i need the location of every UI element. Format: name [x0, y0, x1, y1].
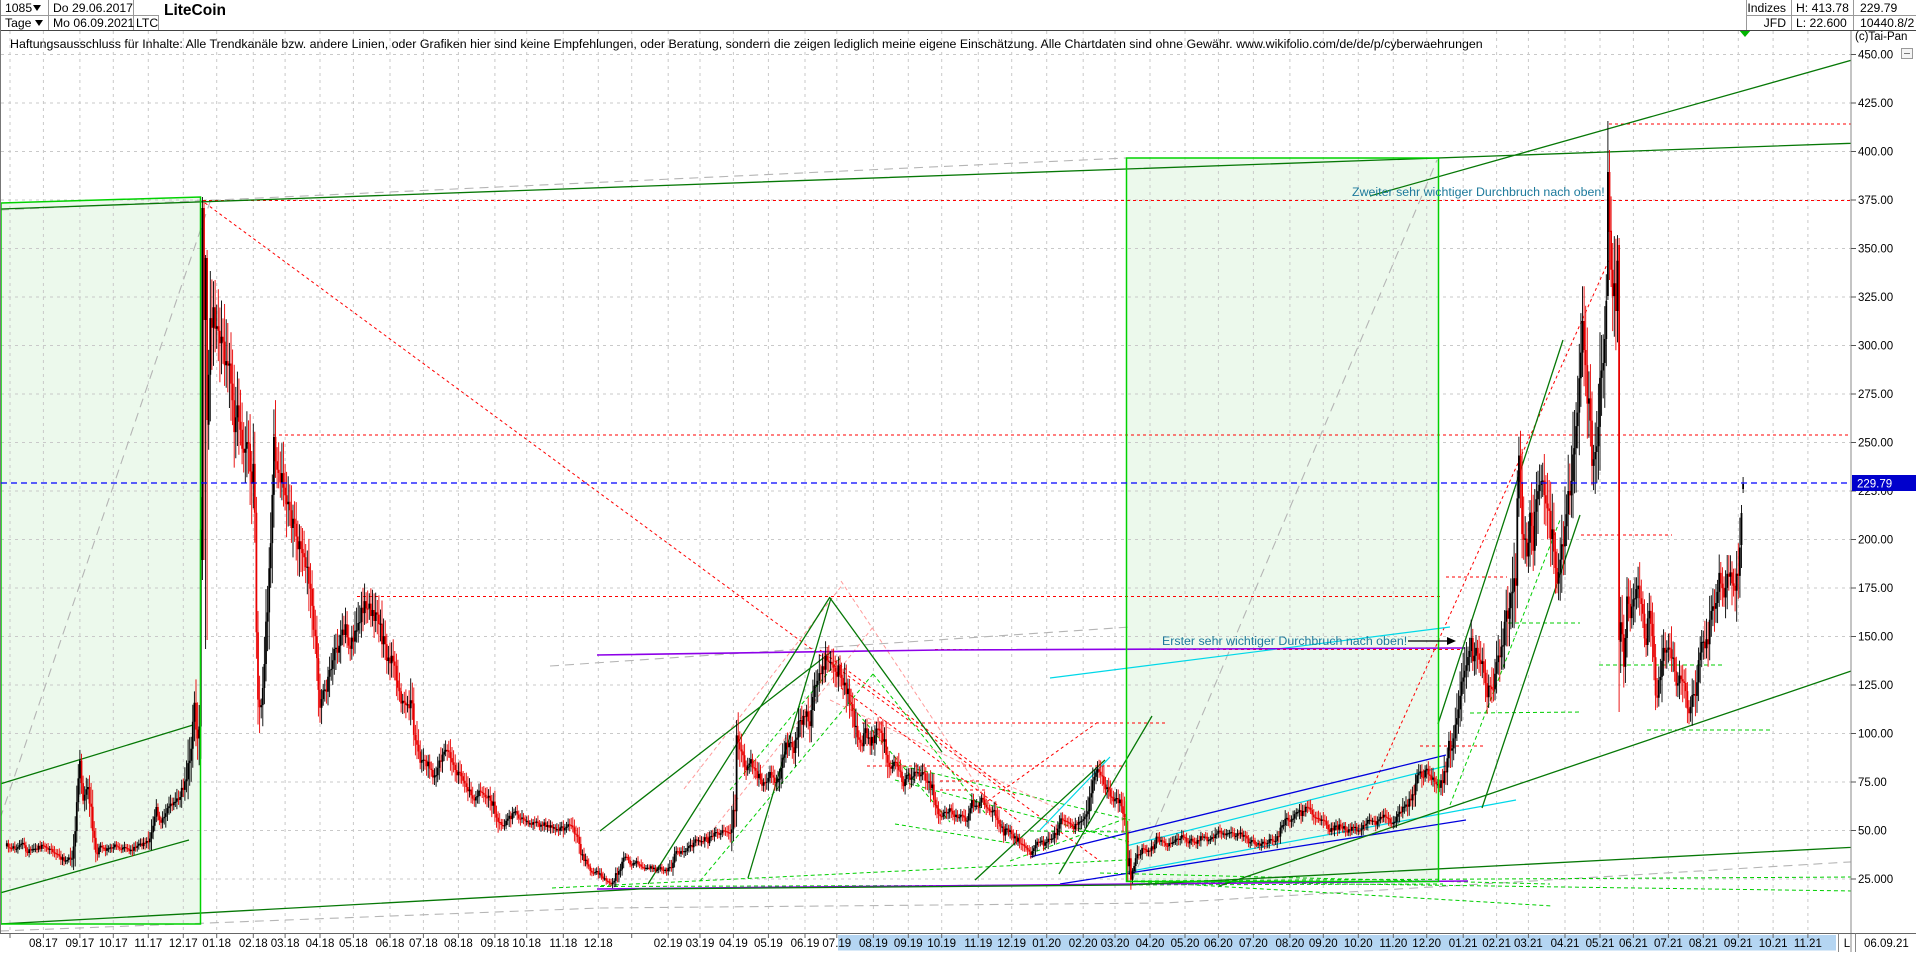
svg-text:07.19: 07.19 [822, 938, 851, 950]
svg-text:05.19: 05.19 [754, 938, 783, 950]
svg-text:H: 413.78: H: 413.78 [1796, 1, 1849, 15]
svg-text:1085: 1085 [5, 1, 32, 15]
svg-text:LTC: LTC [136, 16, 158, 30]
svg-text:425.00: 425.00 [1858, 98, 1893, 110]
svg-text:04.20: 04.20 [1136, 938, 1165, 950]
svg-text:Indizes: Indizes [1747, 1, 1786, 15]
svg-text:JFD: JFD [1764, 16, 1787, 30]
svg-text:07.18: 07.18 [409, 938, 438, 950]
svg-text:Tage: Tage [5, 16, 32, 30]
svg-text:300.00: 300.00 [1858, 341, 1893, 353]
svg-text:11.21: 11.21 [1794, 938, 1822, 950]
svg-text:09.21: 09.21 [1724, 938, 1753, 950]
svg-text:04.18: 04.18 [306, 938, 335, 950]
svg-text:(c)Tai-Pan: (c)Tai-Pan [1855, 31, 1907, 43]
svg-text:400.00: 400.00 [1858, 147, 1893, 159]
svg-text:350.00: 350.00 [1858, 244, 1893, 256]
svg-text:03.21: 03.21 [1514, 938, 1543, 950]
svg-text:09.20: 09.20 [1309, 938, 1338, 950]
svg-text:09.17: 09.17 [66, 938, 95, 950]
svg-text:10.17: 10.17 [99, 938, 128, 950]
svg-text:L: L [1844, 938, 1851, 950]
svg-text:12.18: 12.18 [584, 938, 613, 950]
svg-text:04.19: 04.19 [719, 938, 748, 950]
svg-text:05.21: 05.21 [1586, 938, 1615, 950]
svg-text:150.00: 150.00 [1858, 632, 1893, 644]
svg-text:12.20: 12.20 [1412, 938, 1441, 950]
svg-text:11.19: 11.19 [964, 938, 992, 950]
svg-text:06.19: 06.19 [791, 938, 820, 950]
svg-text:125.00: 125.00 [1858, 680, 1893, 692]
svg-text:07.20: 07.20 [1239, 938, 1268, 950]
svg-text:10.20: 10.20 [1344, 938, 1373, 950]
svg-text:06.21: 06.21 [1619, 938, 1648, 950]
svg-text:08.20: 08.20 [1276, 938, 1305, 950]
svg-text:08.19: 08.19 [859, 938, 888, 950]
svg-text:02.21: 02.21 [1482, 938, 1511, 950]
svg-text:01.21: 01.21 [1449, 938, 1478, 950]
svg-text:10.18: 10.18 [512, 938, 541, 950]
svg-text:08.21: 08.21 [1689, 938, 1718, 950]
svg-text:10.19: 10.19 [927, 938, 956, 950]
svg-text:12.17: 12.17 [169, 938, 198, 950]
svg-text:03.19: 03.19 [686, 938, 715, 950]
svg-text:09.19: 09.19 [894, 938, 923, 950]
svg-text:03.18: 03.18 [271, 938, 300, 950]
svg-text:100.00: 100.00 [1858, 729, 1893, 741]
svg-text:02.20: 02.20 [1069, 938, 1098, 950]
svg-text:08.18: 08.18 [444, 938, 473, 950]
svg-text:10440.8/2: 10440.8/2 [1860, 16, 1914, 30]
svg-text:11.20: 11.20 [1379, 938, 1407, 950]
svg-text:10.21: 10.21 [1759, 938, 1788, 950]
svg-text:11.18: 11.18 [549, 938, 577, 950]
svg-text:02.18: 02.18 [239, 938, 268, 950]
svg-text:09.18: 09.18 [481, 938, 510, 950]
svg-text:175.00: 175.00 [1858, 583, 1893, 595]
svg-text:11.17: 11.17 [134, 938, 162, 950]
svg-text:08.17: 08.17 [29, 938, 58, 950]
svg-text:250.00: 250.00 [1858, 438, 1893, 450]
svg-text:75.00: 75.00 [1858, 777, 1887, 789]
svg-text:Zweiter sehr wichtiger Durchbr: Zweiter sehr wichtiger Durchbruch nach o… [1352, 185, 1605, 199]
svg-text:03.20: 03.20 [1101, 938, 1130, 950]
svg-text:325.00: 325.00 [1858, 292, 1893, 304]
svg-text:Mo 06.09.2021: Mo 06.09.2021 [53, 16, 135, 30]
svg-text:229.79: 229.79 [1860, 1, 1897, 15]
svg-text:01.18: 01.18 [202, 938, 231, 950]
svg-text:200.00: 200.00 [1858, 535, 1893, 547]
svg-text:375.00: 375.00 [1858, 195, 1893, 207]
svg-text:01.20: 01.20 [1032, 938, 1061, 950]
svg-text:02.19: 02.19 [654, 938, 683, 950]
svg-text:LiteCoin: LiteCoin [164, 2, 226, 19]
svg-text:07.21: 07.21 [1654, 938, 1683, 950]
svg-text:Erster sehr wichtiger Durchbru: Erster sehr wichtiger Durchbruch nach ob… [1162, 634, 1407, 648]
svg-text:06.09.21: 06.09.21 [1864, 938, 1909, 950]
svg-text:25.000: 25.000 [1858, 874, 1893, 886]
svg-text:229.79: 229.79 [1857, 479, 1892, 491]
svg-text:275.00: 275.00 [1858, 389, 1893, 401]
svg-text:06.20: 06.20 [1204, 938, 1233, 950]
svg-text:Do 29.06.2017: Do 29.06.2017 [53, 1, 133, 15]
svg-text:Haftungsausschluss für Inhalte: Haftungsausschluss für Inhalte: Alle Tre… [10, 37, 1483, 51]
svg-text:450.00: 450.00 [1858, 50, 1893, 62]
svg-text:06.18: 06.18 [376, 938, 405, 950]
svg-text:05.20: 05.20 [1171, 938, 1200, 950]
svg-text:05.18: 05.18 [339, 938, 368, 950]
svg-text:L: 22.600: L: 22.600 [1796, 16, 1847, 30]
svg-text:50.00: 50.00 [1858, 826, 1887, 838]
svg-text:12.19: 12.19 [997, 938, 1026, 950]
svg-text:04.21: 04.21 [1551, 938, 1580, 950]
